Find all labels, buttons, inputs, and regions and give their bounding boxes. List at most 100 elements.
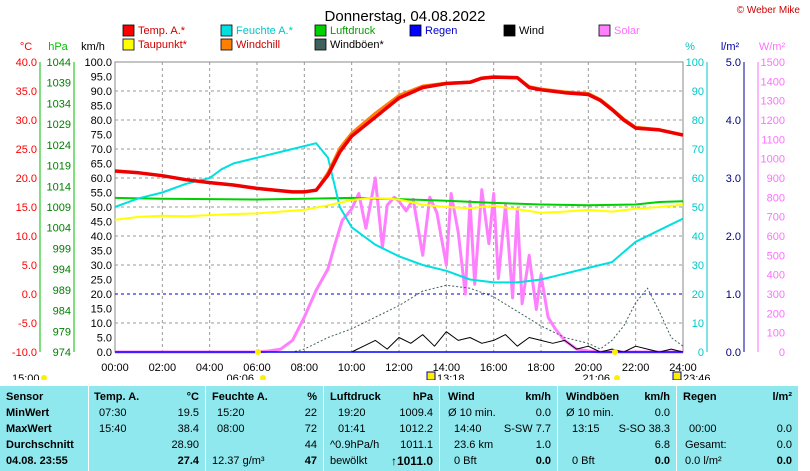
gust-max: S-SO 38.3 [618,423,670,435]
time-tick-label: 14:00 [433,362,461,374]
temp-min-time: 07:30 [99,407,127,419]
humidity-axis-unit: % [685,41,695,53]
wind-tick-label: 0.0 [97,347,112,359]
pressure-trend: ^0.9hPa/h [330,439,380,451]
sun-timeline: 15:00 06:06 13:18 21:06 23:46 [12,349,711,380]
solar-tick-label: 900 [767,173,785,185]
rain-unit: l/m² [772,391,792,403]
pressure-max: 1012.2 [399,423,433,435]
series-line-solar [115,176,683,354]
wind-max-time: 14:40 [454,423,482,435]
rain-tick-label: 5.0 [726,57,741,69]
pressure-tick-label: 1019 [47,161,71,173]
legend-swatch [598,24,611,37]
legend-swatch [122,24,135,37]
noon-marker-icon [426,371,436,380]
sensor-header: Sensor [6,391,44,403]
wind-avg10-label: Ø 10 min. [448,407,496,419]
sunset-marker-icon [612,349,618,355]
wind-tick-label: 100.0 [84,57,112,69]
stats-col-temp: Temp. A. °C 07:30 19.5 15:40 38.4 28.90 27.… [89,386,205,471]
temp-header: Temp. A. [94,391,140,403]
pressure-tick-label: 1004 [47,223,71,235]
pressure-tick-label: 1014 [47,181,71,193]
wind-tick-label: 55.0 [91,188,112,200]
wind-max: S-SW 7.7 [503,423,551,435]
time-tick-label: 02:00 [149,362,177,374]
pressure-axis-unit: hPa [48,41,68,53]
series-line-taupunkt [114,196,684,221]
series-line-feuchte-a [114,142,684,284]
rain-axis-unit: l/m² [721,41,740,53]
temp-tick-label: 35.0 [16,86,37,98]
time-tick-label: 10:00 [338,362,366,374]
legend-swatch [220,24,233,37]
sun-dot-icon [41,375,47,380]
copyright-label: © Weber Mike [737,5,801,16]
pressure-tick-label: 1039 [47,78,71,90]
humidity-max-time: 08:00 [217,423,245,435]
wind-tick-label: 10.0 [91,318,112,330]
temp-max: 38.4 [177,423,199,435]
axis-labels: °C hPa km/h% l/m² W/m² 40.0 35.0 30.0 25.0 20.0 15… [12,41,786,359]
wind-tick-label: 20.0 [91,289,112,301]
humidity-absolute: 12.37 g/m³ [212,455,265,467]
gust-current: 0.0 [654,455,670,467]
rain-total-label: Gesamt: [685,439,727,451]
wind-tick-label: 5.0 [97,333,112,345]
stats-col-humidity: Feuchte A.% 15:20 22 08:00 72 44 12.37 g/m… [206,386,323,471]
humidity-tick-label: 90 [692,86,704,98]
series-line-windb-en [115,284,684,353]
wind-tick-label: 15.0 [91,304,112,316]
wind-tick-label: 75.0 [91,130,112,142]
wind-unit: km/h [525,391,551,403]
time-tick-label: 22:00 [622,362,650,374]
rain-rate: 0.0 l/m² [685,455,722,467]
solar-tick-label: 600 [767,231,785,243]
legend-swatch [503,24,516,37]
time-tick-label: 16:00 [480,362,508,374]
gust-avg10: 0.0 [654,407,670,419]
legend-swatch [220,38,233,51]
pressure-unit: hPa [412,391,433,403]
pressure-tick-label: 984 [53,306,71,318]
noon-time: 13:18 [437,373,465,380]
rain-tick-label: 3.0 [726,173,741,185]
gust-beaufort: 0 Bft [572,455,595,467]
pressure-header: Luftdruck [330,391,381,403]
solar-tick-label: 500 [767,250,785,262]
wind-tick-label: 95.0 [91,72,112,84]
pressure-tick-label: 994 [53,264,71,276]
temp-tick-label: -10.0 [12,347,37,359]
solar-tick-label: 200 [767,308,785,320]
temp-tick-label: 40.0 [16,57,37,69]
wind-tick-label: 25.0 [91,275,112,287]
solar-tick-label: 1300 [761,96,785,108]
time-tick-label: 06:00 [243,362,271,374]
gust-avg: 6.8 [654,439,670,451]
temp-max-time: 15:40 [99,423,127,435]
solar-tick-label: 800 [767,192,785,204]
sunrise-dot-icon [260,375,266,380]
humidity-avg: 44 [304,439,317,451]
legend-label: Regen [425,25,457,37]
rain-current: 0.0 [776,455,792,467]
series-line-temp-a [114,75,684,194]
legend-label: Taupunkt* [138,39,188,51]
humidity-tick-label: 50 [692,202,704,214]
solar-tick-label: 1000 [761,154,785,166]
solar-tick-label: 1400 [761,76,785,88]
wind-tick-label: 30.0 [91,260,112,272]
pressure-tick-label: 979 [53,326,71,338]
legend-swatch [314,24,327,37]
legend-label: Solar [614,25,640,37]
pressure-tick-label: 1009 [47,202,71,214]
pressure-tick-label: 1034 [47,98,71,110]
pressure-tick-label: 999 [53,243,71,255]
humidity-tick-label: 20 [692,289,704,301]
solar-axis-unit: W/m² [759,41,786,53]
gust-header: Windböen [566,391,620,403]
gust-max-time: 13:15 [572,423,600,435]
legend-swatch [122,38,135,51]
chart-legend: Temp. A.* Feuchte A.* Luftdruck Regen Wind So… [122,24,640,51]
